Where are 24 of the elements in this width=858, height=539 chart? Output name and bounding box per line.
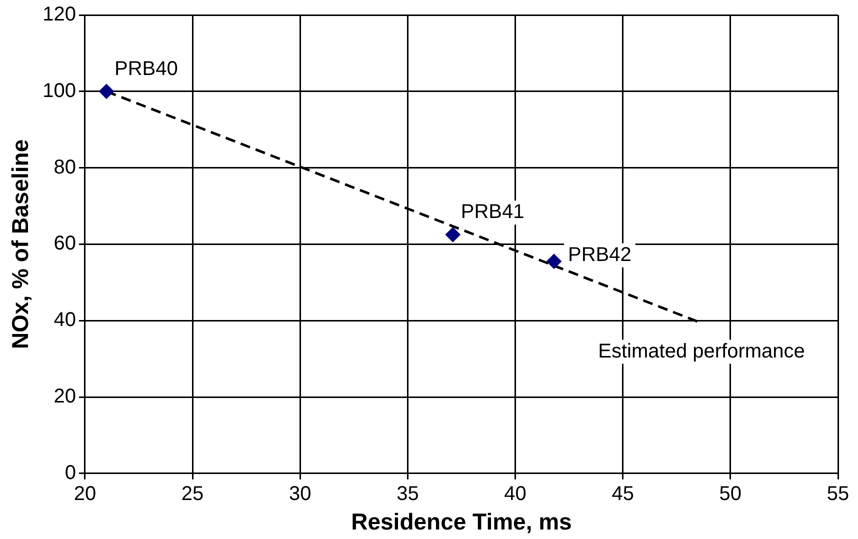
y-tick-label: 40 bbox=[54, 309, 76, 332]
y-tick-label: 0 bbox=[64, 462, 76, 484]
annotation: Estimated performance bbox=[598, 340, 805, 362]
x-axis-title: Residence Time, ms bbox=[351, 508, 572, 535]
point bbox=[546, 254, 562, 269]
x-tick-label: 40 bbox=[504, 482, 526, 505]
y-tick-label: 80 bbox=[54, 156, 76, 178]
y-tick-label: 20 bbox=[54, 386, 76, 408]
annotation: PRB42 bbox=[568, 244, 632, 266]
annotation: PRB40 bbox=[114, 58, 178, 80]
point bbox=[98, 84, 114, 99]
y-tick-label: 60 bbox=[54, 232, 76, 255]
x-tick-label: 55 bbox=[826, 482, 850, 505]
x-tick-label: 25 bbox=[181, 482, 204, 505]
x-tick-label: 50 bbox=[719, 482, 742, 505]
point bbox=[445, 227, 460, 242]
x-tick-label: 20 bbox=[74, 482, 96, 505]
y-axis-title: NOx, % of Baseline bbox=[7, 139, 34, 350]
y-tick-label: 120 bbox=[42, 4, 76, 26]
x-tick-label: 45 bbox=[612, 482, 634, 505]
y-tick-label: 100 bbox=[42, 80, 76, 102]
x-tick-label: 35 bbox=[396, 482, 419, 505]
annotation: PRB41 bbox=[460, 201, 524, 224]
x-tick-label: 30 bbox=[288, 482, 312, 505]
